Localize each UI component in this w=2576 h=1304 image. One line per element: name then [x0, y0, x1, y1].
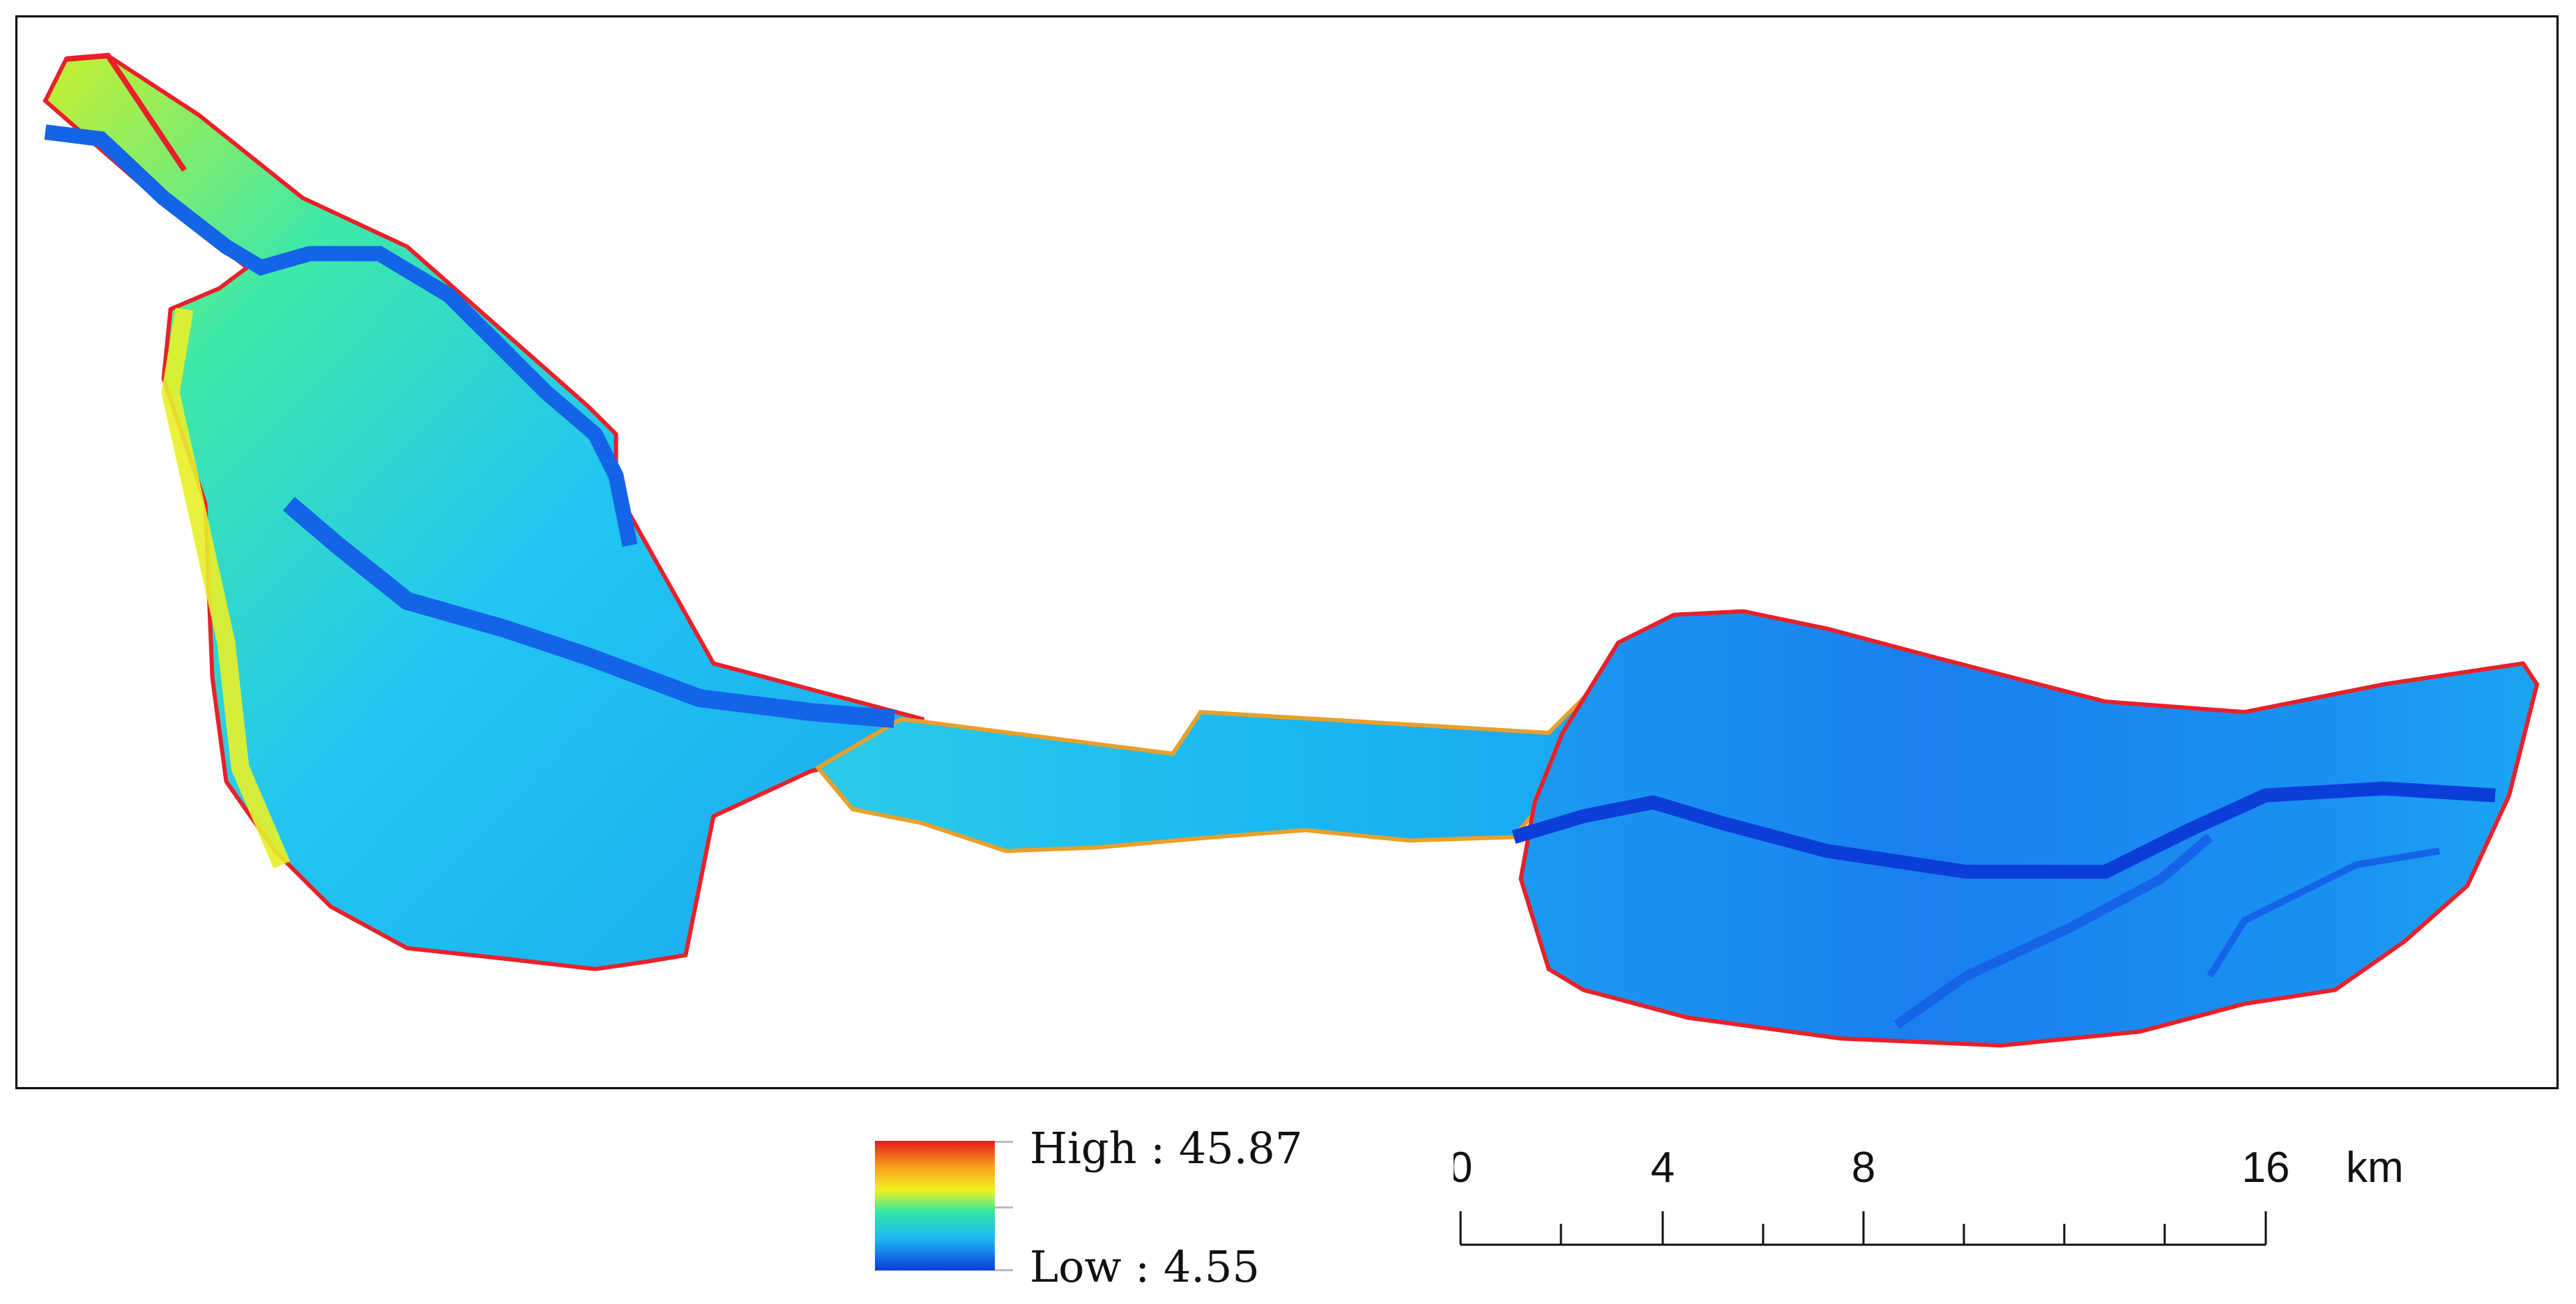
map-region-west [43, 53, 924, 971]
scale-unit-label: km [2346, 1144, 2404, 1192]
legend-tick-low [995, 1269, 1013, 1271]
scale-bar: 0 4 8 16 km [1454, 1133, 2444, 1259]
legend-color-ramp [875, 1141, 995, 1271]
high-elevation-edge [161, 308, 291, 869]
river-channel-northwest [44, 124, 638, 547]
scale-tick-label-16: 16 [2242, 1144, 2290, 1192]
scale-tick-label-0: 0 [1454, 1144, 1472, 1192]
legend-low-label: Low : 4.55 [1030, 1241, 1260, 1292]
river-channel-east [1511, 781, 2496, 879]
river-channel-south [1893, 833, 2213, 1029]
high-elevation-edge-red [66, 52, 187, 172]
scale-tick-label-8: 8 [1852, 1144, 1875, 1192]
scale-bar-graphic: 0 4 8 16 km [1454, 1144, 2404, 1246]
map-legend: High : 45.87 Low : 4.55 [875, 1123, 1363, 1304]
map-frame [15, 15, 2559, 1089]
scale-ticks [1459, 1211, 2267, 1245]
scale-tick-label-4: 4 [1651, 1144, 1675, 1192]
legend-tick-high [995, 1141, 1013, 1143]
elevation-map [43, 52, 2540, 1048]
legend-tick-mid [995, 1206, 1013, 1208]
legend-high-label: High : 45.87 [1030, 1123, 1303, 1174]
river-channel-curve [2207, 847, 2441, 978]
river-channel-main [282, 496, 896, 728]
map-region-east [1518, 609, 2540, 1048]
